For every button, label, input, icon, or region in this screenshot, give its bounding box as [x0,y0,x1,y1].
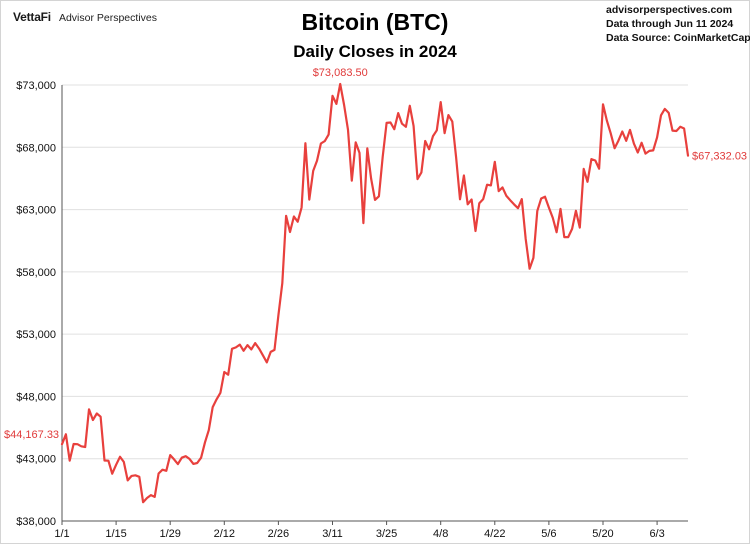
source-date: Data through Jun 11 2024 [606,18,734,30]
annotation-peak: $73,083.50 [313,67,368,79]
x-tick-label: 6/3 [649,528,664,540]
y-tick-label: $48,000 [16,391,56,403]
annotation-first: $44,167.33 [4,429,59,441]
chart-subtitle: Daily Closes in 2024 [293,42,457,61]
x-tick-label: 2/12 [214,528,235,540]
x-tick-label: 1/1 [54,528,69,540]
y-tick-label: $43,000 [16,454,56,466]
logo-sub-text: Advisor Perspectives [58,12,157,24]
y-tick-label: $68,000 [16,142,56,154]
source-site: advisorperspectives.com [606,4,733,16]
series-layer [60,82,690,504]
brand-logo: VettaFi Advisor Perspectives [13,10,157,24]
source-block: advisorperspectives.com Data through Jun… [606,3,750,45]
x-tick-label: 1/15 [105,528,126,540]
x-tick-label: 2/26 [268,528,289,540]
y-tick-label: $53,000 [16,329,56,341]
chart-title: Bitcoin (BTC) [301,9,449,35]
x-tick-label: 3/11 [322,528,343,540]
x-tick-label: 5/6 [541,528,556,540]
source-provider: Data Source: CoinMarketCap [606,32,750,44]
grid-layer [62,84,688,522]
annotation-layer: $73,083.50 $44,167.33 $67,332.03 [4,67,747,441]
y-tick-label: $73,000 [16,80,56,92]
x-tick-label: 4/22 [484,528,505,540]
axis-layer: $38,000 $43,000 $48,000 $53,000 $58,000 $63,0… [16,80,688,540]
y-tick-label: $63,000 [16,205,56,217]
x-tick-label: 1/29 [159,528,180,540]
x-tick-label: 5/20 [592,528,613,540]
btc-price-line [60,82,690,504]
y-tick-label: $38,000 [16,516,56,528]
x-tick-label: 3/25 [376,528,397,540]
annotation-last: $67,332.03 [692,151,747,163]
logo-brand-text: VettaFi [13,10,51,24]
x-tick-label: 4/8 [433,528,448,540]
y-tick-label: $58,000 [16,267,56,279]
